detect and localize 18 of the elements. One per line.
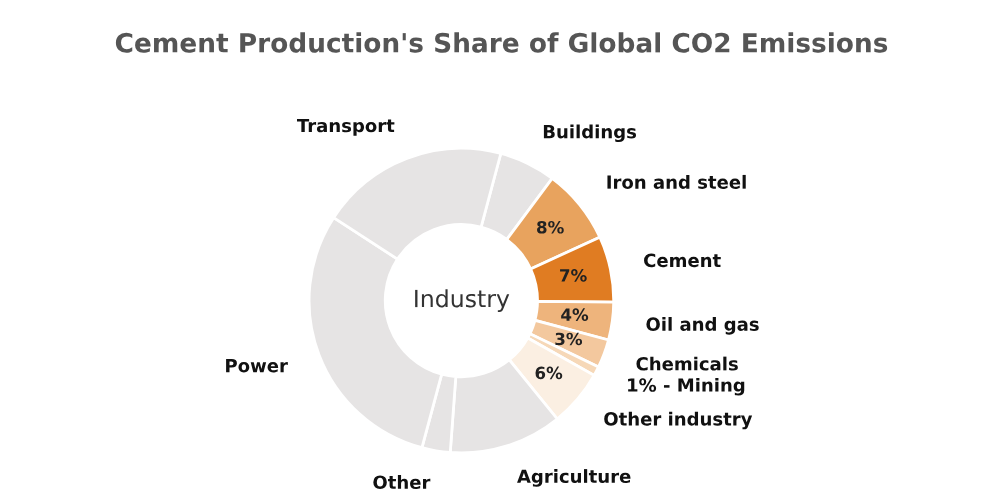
slice-label: Other: [373, 475, 431, 490]
slice-label: Cement: [644, 253, 721, 268]
slice-label: Chemicals: [636, 356, 738, 371]
chart-title: Cement Production's Share of Global CO2 Emissions: [115, 32, 888, 53]
slice-label: Buildings: [543, 124, 637, 143]
slice-label: Iron and steel: [607, 174, 746, 189]
text: Industry: [415, 289, 510, 313]
data-label: 3%: [555, 332, 583, 346]
data-label: 8%: [537, 220, 564, 234]
slice-label: Transport: [297, 118, 395, 136]
slice-label: Other industry: [604, 411, 753, 430]
slice-label: 1% - Mining: [628, 377, 745, 396]
slice-label: Oil and gas: [646, 317, 759, 335]
data-label: 6%: [535, 366, 563, 380]
data-label: 4%: [561, 308, 589, 321]
slice-label: Agriculture: [517, 469, 631, 487]
data-label: 7%: [560, 269, 587, 282]
slice-label: Power: [226, 359, 288, 373]
